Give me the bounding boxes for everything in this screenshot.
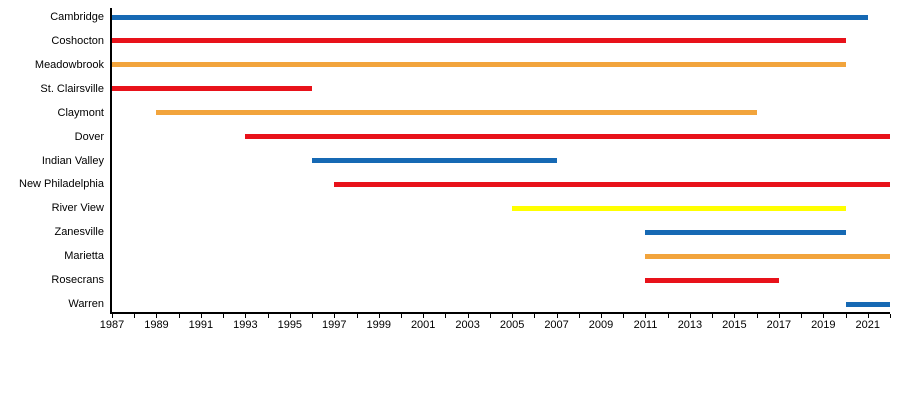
x-axis-tick <box>356 314 358 318</box>
row-label-river-view: River View <box>51 202 104 215</box>
x-axis-tick-label: 1997 <box>322 319 347 331</box>
x-axis-tick <box>400 314 402 318</box>
x-axis-tick <box>556 314 558 318</box>
timeline-bar-river-view <box>512 205 846 211</box>
x-axis-tick <box>712 314 714 318</box>
timeline-bar-rosecrans <box>645 277 779 283</box>
x-axis-tick-label: 1995 <box>277 319 303 331</box>
x-axis-tick <box>645 314 647 318</box>
timeline-bar-marietta <box>645 253 890 259</box>
x-axis-tick <box>890 314 891 318</box>
x-axis-tick <box>312 314 314 318</box>
x-axis-tick-label: 1999 <box>366 319 391 331</box>
x-axis-tick-label: 2015 <box>722 319 747 331</box>
x-axis-tick-label: 2017 <box>766 319 792 331</box>
x-axis-tick <box>667 314 669 318</box>
x-axis-tick <box>112 314 113 318</box>
timeline-bar-indian-valley <box>312 158 557 164</box>
x-axis-tick <box>823 314 825 318</box>
x-axis-tick <box>845 314 847 318</box>
x-axis-tick <box>689 314 691 318</box>
row-label-rosecrans: Rosecrans <box>51 274 104 287</box>
timeline-bar-st-clairsville <box>112 86 313 92</box>
x-axis-tick-label: 2007 <box>544 319 569 331</box>
x-axis-tick <box>512 314 514 318</box>
row-label-coshocton: Coshocton <box>51 34 104 47</box>
row-label-meadowbrook: Meadowbrook <box>34 58 104 71</box>
x-axis-tick <box>534 314 536 318</box>
x-axis-tick <box>378 314 380 318</box>
x-axis-tick <box>756 314 758 318</box>
x-axis-tick <box>134 314 136 318</box>
row-label-claymont: Claymont <box>57 106 104 119</box>
row-label-indian-valley: Indian Valley <box>41 154 104 167</box>
x-axis-tick-label: 1991 <box>188 319 214 331</box>
x-axis-tick <box>867 314 869 318</box>
x-axis-tick <box>334 314 336 318</box>
x-axis-tick <box>223 314 225 318</box>
x-axis-tick-label: 2021 <box>855 319 880 331</box>
row-label-cambridge: Cambridge <box>50 11 104 23</box>
x-axis-tick <box>245 314 247 318</box>
timeline-bar-new-philadelphia <box>334 181 890 187</box>
row-label-dover: Dover <box>74 130 104 143</box>
x-axis-tick <box>156 314 158 318</box>
timeline-bar-cambridge <box>112 14 868 20</box>
x-axis-tick <box>445 314 447 318</box>
x-axis-tick <box>578 314 580 318</box>
x-axis-tick-label: 2011 <box>633 319 658 331</box>
row-label-warren: Warren <box>68 298 104 311</box>
x-axis-tick-label: 2003 <box>455 319 480 331</box>
x-axis-tick-label: 2005 <box>499 319 525 331</box>
y-axis-line <box>110 8 112 314</box>
timeline-bar-coshocton <box>112 38 846 44</box>
x-axis-tick <box>489 314 491 318</box>
x-axis-tick <box>601 314 603 318</box>
x-axis-tick <box>200 314 202 318</box>
x-axis-tick-label: 1993 <box>233 319 258 331</box>
x-axis-tick-label: 2019 <box>811 319 836 331</box>
x-axis-tick-label: 2013 <box>677 319 703 331</box>
x-axis-tick <box>178 314 180 318</box>
x-axis-tick <box>423 314 425 318</box>
x-axis-tick <box>778 314 780 318</box>
row-label-zanesville: Zanesville <box>54 226 104 239</box>
timeline-bar-dover <box>245 134 890 140</box>
x-axis-tick-label: 2009 <box>588 319 614 331</box>
x-axis-tick-label: 1987 <box>99 319 125 331</box>
x-axis-tick <box>467 314 469 318</box>
timeline-bar-claymont <box>156 110 757 116</box>
timeline-bar-warren <box>845 301 890 307</box>
x-axis-tick <box>267 314 269 318</box>
x-axis-tick-label: 2001 <box>410 319 436 331</box>
x-axis-tick <box>801 314 803 318</box>
row-label-new-philadelphia: New Philadelphia <box>19 178 104 191</box>
timeline-bar-meadowbrook <box>112 62 846 68</box>
timeline-bar-zanesville <box>645 229 846 235</box>
row-label-st-clairsville: St. Clairsville <box>40 82 104 95</box>
x-axis-tick-label: 1989 <box>144 319 169 331</box>
x-axis-tick <box>734 314 736 318</box>
x-axis-tick <box>289 314 291 318</box>
x-axis-tick <box>623 314 625 318</box>
x-axis-line <box>110 312 890 314</box>
row-label-marietta: Marietta <box>64 250 104 263</box>
